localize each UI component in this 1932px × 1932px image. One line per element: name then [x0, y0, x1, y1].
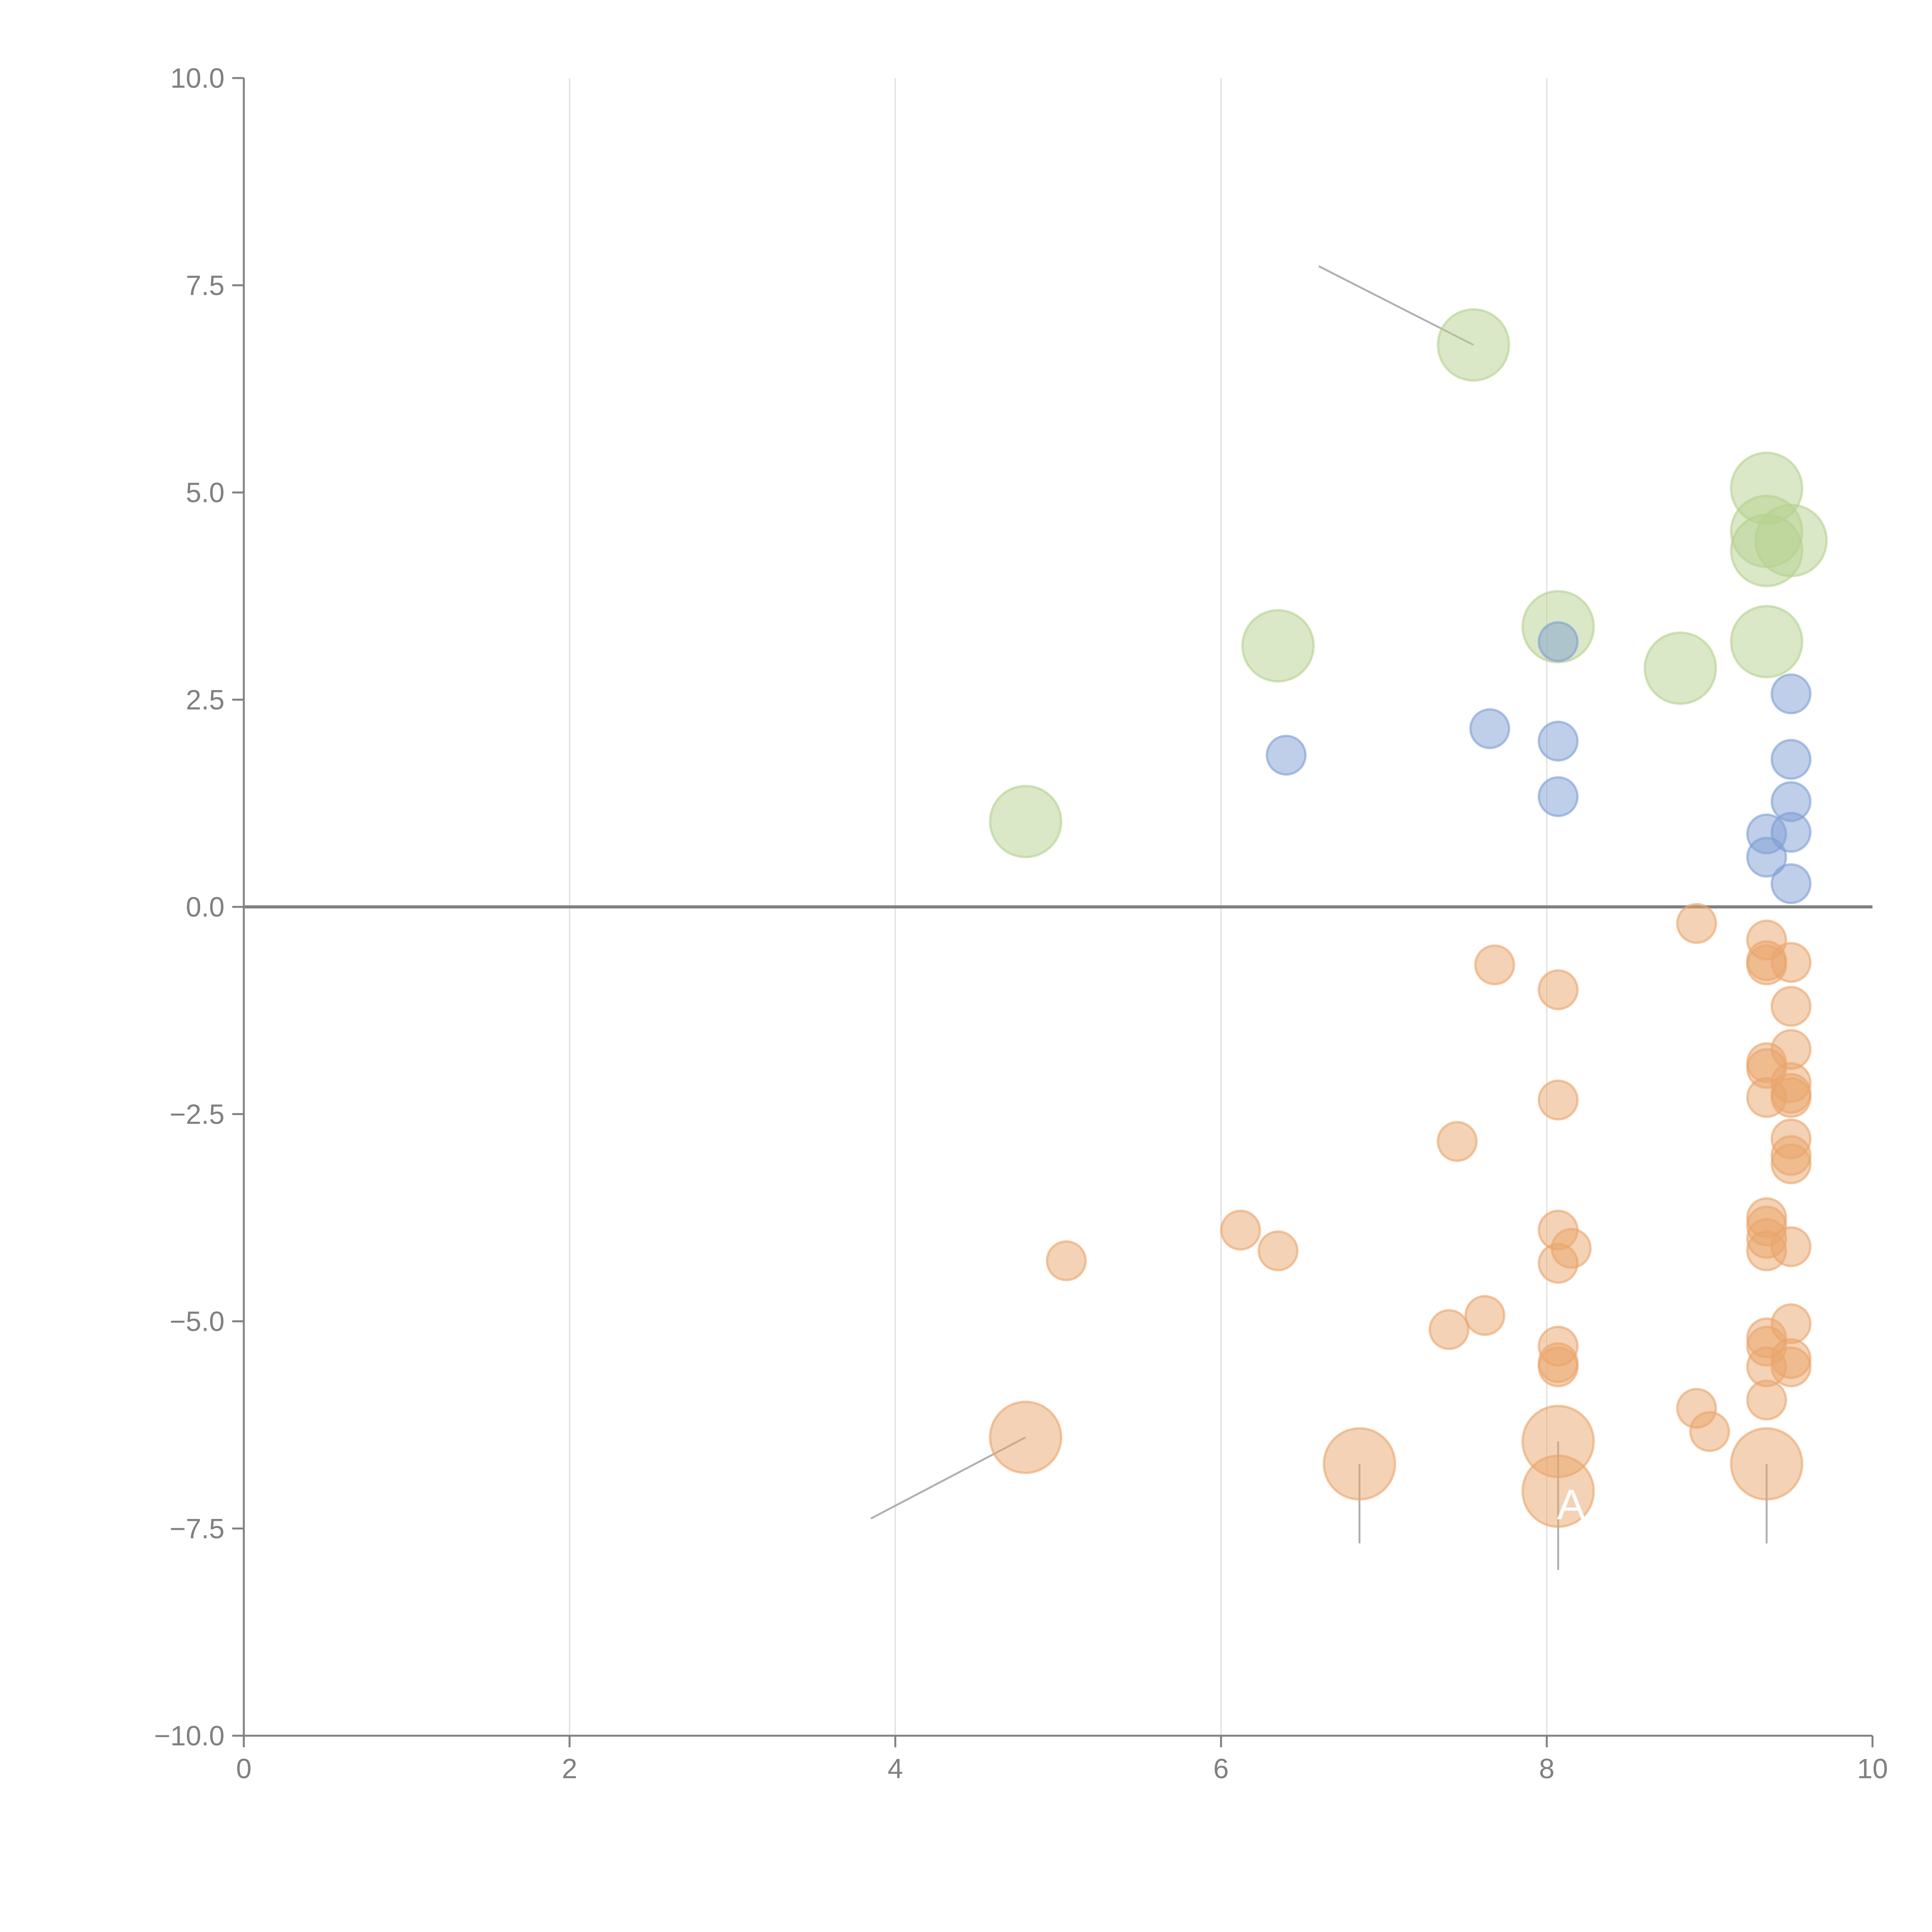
orange-point	[1770, 942, 1812, 983]
orange-point	[1676, 903, 1717, 944]
blue-point	[1537, 721, 1579, 762]
blue-point	[1537, 621, 1579, 662]
orange-point	[1770, 1346, 1812, 1388]
y-tick-label: −7.5	[170, 1514, 224, 1544]
orange-point	[1770, 1077, 1812, 1118]
blue-point	[1746, 837, 1787, 878]
orange-point	[1770, 1226, 1812, 1267]
data-points	[989, 308, 1828, 1528]
orange-point	[1537, 969, 1579, 1010]
blue-point	[1770, 863, 1812, 904]
green-point	[989, 785, 1063, 859]
axes: 0 2 4 6 8 10 10.0 7.5 5.0 2.5 0.0 −2.5 −5.0 −7.5 −10.0	[154, 63, 1888, 1784]
orange-point	[1429, 1309, 1470, 1350]
blue-point	[1770, 739, 1812, 780]
orange-point	[1770, 1143, 1812, 1184]
green-point	[1730, 605, 1804, 679]
y-tick-label: −5.0	[170, 1306, 224, 1337]
y-tick-label: 7.5	[186, 270, 224, 301]
orange-large-point	[989, 1400, 1063, 1474]
orange-point	[1746, 1379, 1787, 1421]
y-tick-label: −10.0	[154, 1721, 224, 1752]
orange-large-point	[1521, 1454, 1595, 1528]
blue-point	[1537, 776, 1579, 817]
orange-point	[1689, 1411, 1730, 1452]
green-point	[1643, 631, 1717, 705]
x-tick-label: 4	[888, 1753, 903, 1784]
y-tick-label: −2.5	[170, 1099, 224, 1130]
orange-point	[1257, 1230, 1299, 1272]
orange-point	[1474, 944, 1515, 986]
x-tick-label: 0	[236, 1753, 252, 1784]
y-tick-label: 10.0	[170, 63, 224, 94]
annotations: A	[1557, 1481, 1586, 1528]
orange-point	[1464, 1295, 1505, 1336]
orange-point	[1537, 1346, 1579, 1388]
orange-point	[1537, 1079, 1579, 1121]
orange-large-point	[1730, 1427, 1804, 1501]
orange-point	[1770, 986, 1812, 1027]
orange-point	[1046, 1240, 1087, 1281]
y-tick-label: 5.0	[186, 478, 224, 509]
orange-large-point	[1323, 1427, 1396, 1501]
x-tick-label: 6	[1213, 1753, 1229, 1784]
blue-point	[1469, 708, 1510, 749]
blue-point	[1770, 811, 1812, 853]
y-tick-label: 0.0	[186, 892, 224, 923]
green-point	[1437, 308, 1510, 382]
x-tick-label: 2	[562, 1753, 577, 1784]
x-tick-label: 10	[1857, 1753, 1888, 1784]
orange-point	[1220, 1209, 1261, 1251]
green-point	[1754, 503, 1828, 577]
green-point	[1241, 609, 1315, 683]
orange-point	[1437, 1121, 1478, 1162]
annotation-label: A	[1557, 1481, 1586, 1528]
orange-point	[1537, 1243, 1579, 1284]
blue-point	[1770, 673, 1812, 714]
x-tick-label: 8	[1539, 1753, 1554, 1784]
y-tick-label: 2.5	[186, 685, 224, 716]
blue-point	[1265, 735, 1307, 776]
leader-lines	[870, 265, 1768, 1570]
